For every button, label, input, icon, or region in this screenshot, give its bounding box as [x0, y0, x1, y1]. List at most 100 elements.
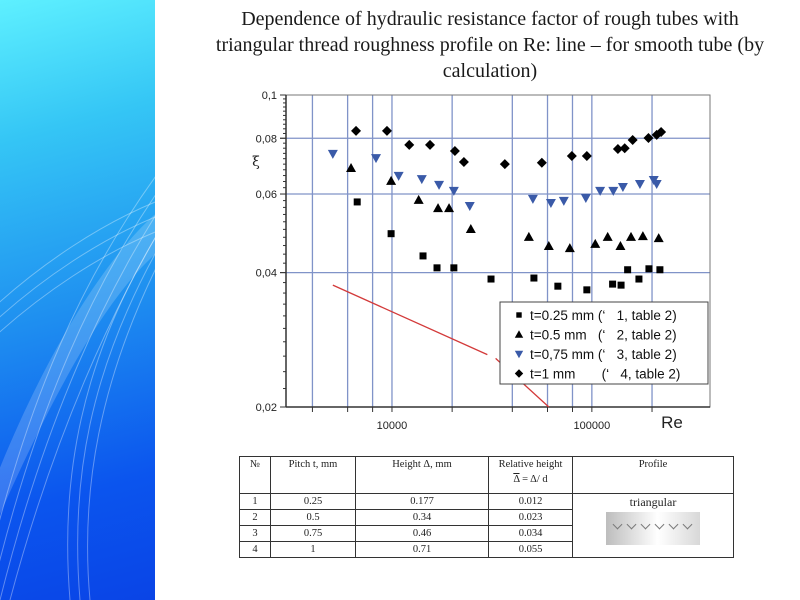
triangle-up-marker: [444, 203, 455, 213]
square-marker: [635, 275, 643, 283]
cell-height: 0.71: [355, 541, 489, 558]
cell-height: 0.34: [355, 509, 489, 526]
square-marker: [450, 264, 458, 272]
y-tick-label: 0,1: [262, 90, 277, 102]
table-row: 3 0.75 0.46 0.034: [239, 525, 734, 542]
triangle-down-marker: [448, 186, 459, 196]
triangle-up-marker: [564, 243, 575, 253]
cell-number: 3: [239, 525, 271, 542]
square-marker: [487, 275, 495, 283]
square-marker: [583, 286, 591, 294]
square-marker: [530, 274, 538, 282]
axes: 0,1 0,08 0,06 0,04 0,02 10000 100000 Re ξ: [252, 90, 711, 432]
triangle-up-marker: [465, 223, 476, 233]
cell-height: 0.177: [355, 493, 489, 510]
y-tick-label: 0,08: [256, 133, 277, 145]
cell-pitch: 1: [270, 541, 356, 558]
diamond-marker: [425, 139, 436, 150]
y-tick-label: 0,06: [256, 189, 277, 201]
square-marker: [617, 281, 625, 289]
diamond-marker: [627, 134, 638, 145]
triangle-up-marker: [523, 231, 534, 241]
table-row: 2 0.5 0.34 0.023: [239, 509, 734, 526]
slide-title: Dependence of hydraulic resistance facto…: [215, 8, 765, 82]
square-marker: [387, 230, 395, 238]
diamond-marker: [404, 139, 415, 150]
legend-square-marker: [516, 312, 522, 318]
diamond-marker: [381, 125, 392, 136]
triangle-down-marker: [327, 149, 338, 159]
col-header-height: Height Δ, mm: [355, 456, 489, 494]
square-marker: [433, 264, 441, 272]
square-marker: [645, 265, 653, 273]
triangle-down-marker: [434, 180, 445, 190]
diamond-marker: [656, 127, 667, 138]
diamond-marker: [449, 146, 460, 157]
triangle-up-marker: [653, 233, 664, 243]
diamond-marker: [458, 156, 469, 167]
triangle-down-marker: [527, 194, 538, 204]
legend-label: t=1 mm (‘ 4, table 2): [530, 367, 680, 382]
thread-profile-image: [606, 512, 700, 545]
relative-height-label: Relative height: [498, 459, 563, 470]
col-header-relative-height: Relative height Δ = Δ/ d: [488, 456, 573, 494]
y-tick-label: 0,02: [256, 402, 277, 414]
x-tick-label: 10000: [377, 420, 408, 432]
square-marker: [624, 266, 632, 274]
x-tick-label: 100000: [573, 420, 610, 432]
legend-diamond-marker: [514, 369, 524, 378]
diamond-marker: [536, 157, 547, 168]
x-axis-label: Re: [661, 413, 683, 432]
triangle-down-marker: [545, 198, 556, 208]
triangle-up-marker: [590, 238, 601, 248]
table-header-row: № Pitch t, mm Height Δ, mm Relative heig…: [239, 456, 734, 494]
legend-triangle-up-marker: [514, 330, 524, 338]
diamond-marker: [581, 151, 592, 162]
col-header-pitch: Pitch t, mm: [270, 456, 356, 494]
wave-pattern-icon: [0, 176, 155, 600]
legend-triangle-down-marker: [514, 350, 524, 359]
legend-box: [499, 301, 709, 385]
triangle-up-marker: [413, 194, 424, 204]
diamond-marker: [499, 159, 510, 170]
table-row: 1 0.25 0.177 0.012 triangular: [239, 493, 734, 558]
diamond-marker: [566, 151, 577, 162]
data-points: [327, 125, 667, 294]
col-header-profile: Profile: [572, 456, 734, 494]
triangle-up-marker: [346, 163, 357, 173]
square-marker: [554, 282, 562, 290]
square-marker: [419, 252, 427, 260]
legend-label: t=0,75 mm (‘ 3, table 2): [530, 347, 677, 362]
triangle-down-marker: [617, 183, 628, 193]
triangle-up-marker: [602, 231, 613, 241]
triangle-down-marker: [580, 193, 591, 203]
triangle-down-marker: [634, 179, 645, 189]
cell-number: 4: [239, 541, 271, 558]
decorative-side-panel: [0, 0, 155, 600]
triangle-up-marker: [637, 231, 648, 241]
roughness-table: № Pitch t, mm Height Δ, mm Relative heig…: [239, 456, 734, 558]
triangle-up-marker: [543, 240, 554, 250]
cell-pitch: 0.25: [270, 493, 356, 510]
cell-relative-height: 0.023: [488, 509, 573, 526]
table-row: 4 1 0.71 0.055: [239, 541, 734, 558]
y-axis-label: ξ: [252, 154, 260, 170]
diamond-marker: [351, 125, 362, 136]
legend-label: t=0.5 mm (‘ 2, table 2): [530, 328, 677, 343]
cell-number: 2: [239, 509, 271, 526]
triangle-down-marker: [651, 179, 662, 189]
triangle-down-marker: [371, 154, 382, 164]
diamond-marker: [643, 133, 654, 144]
legend-label: t=0.25 mm (‘ 1, table 2): [530, 308, 677, 323]
triangle-up-marker: [615, 240, 626, 250]
triangle-down-marker: [464, 202, 475, 212]
cell-pitch: 0.5: [270, 509, 356, 526]
relative-height-formula: Δ = Δ/ d: [513, 474, 548, 485]
triangle-down-marker: [595, 186, 606, 196]
y-tick-label: 0,04: [256, 268, 277, 280]
square-marker: [353, 198, 361, 206]
cell-relative-height: 0.012: [488, 493, 573, 510]
cell-profile: triangular: [572, 493, 734, 558]
profile-label: triangular: [629, 495, 677, 509]
cell-height: 0.46: [355, 525, 489, 542]
